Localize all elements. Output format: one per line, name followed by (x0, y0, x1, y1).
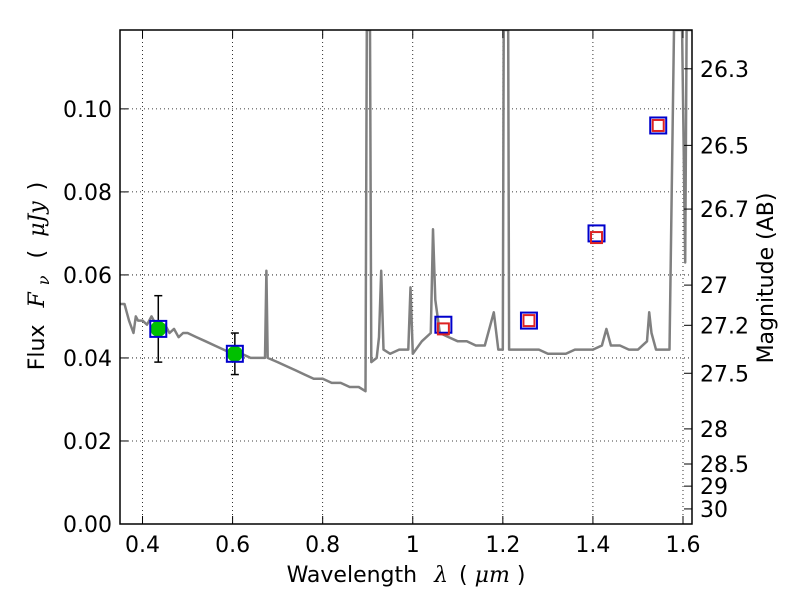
plot-marks (120, 30, 692, 393)
x-tick-label: 0.8 (305, 533, 340, 558)
y-axis-label-subscript: ν (34, 275, 53, 285)
y-axis-label-unit: μJy (25, 201, 50, 237)
y-axis-label: Flux F ν ( μJy ) (25, 182, 55, 370)
synthetic-photometry-square (651, 118, 665, 132)
y-axis-label-symbol: F (25, 292, 50, 309)
y2-tick-label: 27.5 (700, 362, 749, 387)
y-tick-label: 0.10 (63, 98, 112, 123)
y2-tick-label: 26.7 (700, 198, 749, 223)
observed-flux-point (150, 320, 167, 337)
y-axis-label-unit-open: ( (25, 250, 50, 259)
model-photometry-square (649, 116, 668, 135)
x-tick-label: 0.4 (125, 533, 160, 558)
x-tick-label: 1.6 (665, 533, 700, 558)
plot-area (120, 30, 692, 393)
y2-tick-label: 26.3 (700, 58, 749, 83)
y2-tick-label: 27.2 (700, 314, 749, 339)
plot-frame (119, 29, 693, 525)
y-axis-label-unit-close: ) (25, 182, 50, 191)
model-spectrum-line (120, 30, 692, 393)
synthetic-photometry-square (436, 322, 450, 336)
model-photometry-square (587, 224, 606, 243)
synthetic-photometry-square (522, 314, 536, 328)
y2-tick-label: 28.5 (700, 453, 749, 478)
y-tick-label: 0.04 (63, 347, 112, 372)
y-tick-label: 0.02 (63, 430, 112, 455)
model-photometry-square (434, 315, 453, 334)
y2-tick-label: 29 (700, 475, 728, 500)
y-tick-label: 0.06 (63, 264, 112, 289)
y-tick-label: 0.00 (63, 513, 112, 538)
x-axis-label-unit-close: ) (517, 563, 526, 588)
model-photometry-square (519, 311, 538, 330)
x-tick-label: 1.4 (575, 533, 610, 558)
synthetic-photometry-square (590, 231, 604, 245)
y2-tick-label: 26.5 (700, 134, 749, 159)
x-tick-label: 0.6 (215, 533, 250, 558)
x-tick-label: 1.2 (485, 533, 520, 558)
x-axis-label-unit-open: ( (459, 563, 468, 588)
y2-tick-label: 30 (700, 498, 728, 523)
model-photometry-square (149, 319, 168, 338)
y2-tick-label: 27 (700, 274, 728, 299)
observed-flux-point (226, 345, 243, 362)
x-tick-label: 1 (406, 533, 420, 558)
x-axis-label: Wavelength λ ( μm ) (287, 563, 526, 588)
x-axis-label-symbol: λ (433, 563, 448, 588)
y2-axis-label: Magnitude (AB) (754, 193, 779, 364)
y-axis-label-prefix: Flux (25, 325, 50, 371)
model-photometry-square (225, 344, 244, 363)
axis-ticks: 0.4 0.6 0.8 1 1.2 1.4 1.6 0.00 0.02 0.04 0.06 0.08 0… (63, 30, 749, 558)
grid-lines (120, 30, 692, 524)
y2-tick-label: 28 (700, 418, 728, 443)
y-tick-label: 0.08 (63, 181, 112, 206)
x-axis-label-prefix: Wavelength (287, 563, 418, 588)
x-axis-label-unit: μm (475, 563, 510, 588)
